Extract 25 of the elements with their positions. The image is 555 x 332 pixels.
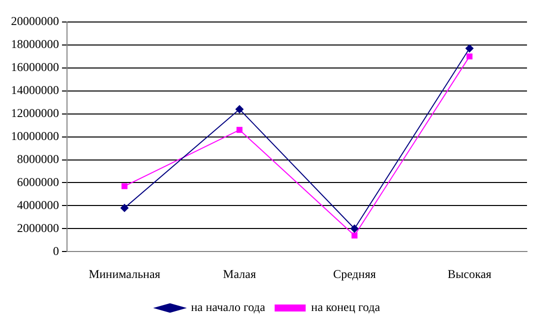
legend-label: на начало года [190, 300, 266, 314]
point [120, 204, 128, 212]
y-tick-label: 12000000 [11, 106, 59, 120]
y-tick-label: 16000000 [11, 60, 59, 74]
legend-label: на конец года [311, 300, 381, 314]
point [236, 126, 242, 133]
y-tick-label: 18000000 [11, 37, 59, 52]
y-tick-label: 8000000 [17, 152, 59, 166]
point [466, 53, 472, 60]
point [350, 224, 358, 233]
point [236, 105, 244, 114]
y-tick-label: 14000000 [11, 83, 59, 98]
y-tick-label: 10000000 [11, 128, 59, 143]
x-tick-label: Средняя [333, 266, 376, 281]
x-tick-label: Высокая [448, 266, 492, 281]
point [352, 232, 358, 239]
y-tick-label: 20000000 [11, 14, 59, 28]
point [466, 44, 474, 52]
y-tick-label: 6000000 [17, 174, 59, 189]
x-tick-label: Минимальная [88, 266, 161, 281]
point [122, 183, 128, 190]
y-tick-label: 0 [53, 244, 59, 258]
y-tick-label: 2000000 [17, 220, 59, 235]
x-tick-label: Малая [223, 266, 256, 281]
y-tick-label: 4000000 [17, 198, 59, 212]
